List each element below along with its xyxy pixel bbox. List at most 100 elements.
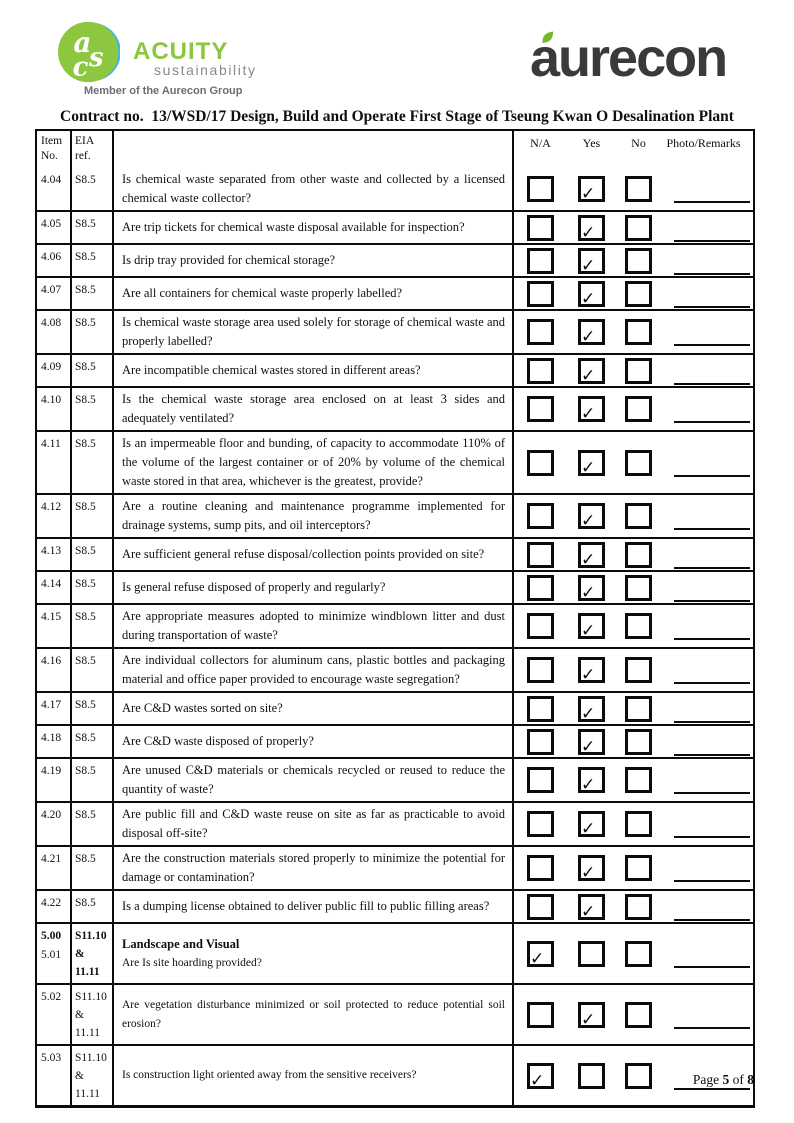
checkbox-yes[interactable]: ✓ [578, 214, 605, 243]
checkbox-yes[interactable]: ✓ [578, 280, 605, 309]
checkbox-no[interactable] [625, 940, 652, 967]
checkbox-na[interactable] [527, 767, 554, 793]
checkbox-na[interactable] [527, 449, 554, 476]
checkbox-yes[interactable]: ✓ [578, 811, 605, 839]
checkbox-na[interactable] [527, 811, 554, 837]
remarks-line[interactable] [674, 344, 750, 346]
checkbox-no[interactable] [625, 357, 652, 384]
remarks-line[interactable] [674, 272, 750, 275]
row-item-cell: 4.09 [37, 355, 70, 386]
checkbox-na[interactable] [527, 855, 554, 881]
checkbox-yes[interactable]: ✓ [578, 319, 605, 347]
checkbox-no[interactable] [625, 695, 652, 722]
checkbox-yes[interactable]: ✓ [578, 574, 605, 603]
check-mark: ✓ [581, 819, 596, 839]
checkbox-no[interactable] [625, 855, 652, 881]
remarks-line[interactable] [674, 239, 750, 242]
row-item-cell: 5.00 5.01 [37, 924, 70, 983]
checkbox-no[interactable] [625, 176, 652, 202]
checkbox-no[interactable] [625, 396, 652, 422]
checkbox-no[interactable] [625, 574, 652, 601]
remarks-line[interactable] [674, 305, 750, 308]
checkbox-yes[interactable]: ✓ [578, 449, 605, 478]
table-body: 4.04 S8.5 Is chemical waste separated fr… [37, 168, 753, 1105]
check-mark: ✓ [581, 703, 596, 724]
checkbox-yes[interactable]: ✓ [578, 503, 605, 531]
checkbox-na[interactable] [527, 176, 554, 202]
checkbox-na[interactable]: ✓ [527, 1062, 554, 1091]
checkbox-yes[interactable] [578, 940, 605, 967]
checkbox-no[interactable] [625, 247, 652, 274]
checkbox-no[interactable] [625, 541, 652, 568]
checkbox-na[interactable] [527, 574, 554, 601]
remarks-line[interactable] [674, 836, 750, 838]
checkbox-no[interactable] [625, 280, 652, 307]
header-question [112, 131, 512, 168]
checkbox-na[interactable] [527, 1001, 554, 1028]
checkbox-yes[interactable]: ✓ [578, 695, 605, 724]
checkbox-na[interactable] [527, 503, 554, 529]
row-eia: S8.5 [70, 495, 112, 537]
checkbox-no[interactable] [625, 657, 652, 683]
remarks-line[interactable] [674, 421, 750, 423]
checkbox-no[interactable] [625, 893, 652, 920]
checkbox-na[interactable] [527, 728, 554, 755]
remarks-line[interactable] [674, 474, 750, 477]
checkbox-na[interactable] [527, 214, 554, 241]
remarks-line[interactable] [674, 965, 750, 968]
remarks-line[interactable] [674, 382, 750, 385]
remarks-line[interactable] [674, 682, 750, 684]
checkbox-na[interactable] [527, 280, 554, 307]
checkbox-na[interactable] [527, 657, 554, 683]
checkbox-na[interactable] [527, 357, 554, 384]
remarks-line[interactable] [674, 599, 750, 602]
checkbox-yes[interactable]: ✓ [578, 1001, 605, 1030]
checkbox-yes[interactable]: ✓ [578, 855, 605, 883]
remarks-line[interactable] [674, 918, 750, 921]
remarks-line[interactable] [674, 1026, 750, 1029]
checkbox-na[interactable] [527, 319, 554, 345]
checkbox-na[interactable]: ✓ [527, 940, 554, 969]
checkbox-no[interactable] [625, 613, 652, 639]
checkbox-na[interactable] [527, 695, 554, 722]
checkbox-no[interactable] [625, 214, 652, 241]
checkbox-yes[interactable] [578, 1062, 605, 1089]
remarks-line[interactable] [674, 792, 750, 794]
checkbox-no[interactable] [625, 1062, 652, 1089]
checkbox-yes[interactable]: ✓ [578, 357, 605, 386]
checkbox-yes[interactable]: ✓ [578, 728, 605, 757]
remarks-line[interactable] [674, 753, 750, 756]
checkbox-no[interactable] [625, 319, 652, 345]
checkbox-na[interactable] [527, 247, 554, 274]
checkbox-no[interactable] [625, 767, 652, 793]
checkbox-no[interactable] [625, 449, 652, 476]
remarks-line[interactable] [674, 566, 750, 569]
checkbox-yes[interactable]: ✓ [578, 893, 605, 922]
checkbox-yes[interactable]: ✓ [578, 767, 605, 795]
row-item-cell: 5.02 [37, 985, 70, 1044]
remarks-line[interactable] [674, 201, 750, 203]
checkbox-yes[interactable]: ✓ [578, 541, 605, 570]
checkbox-yes[interactable]: ✓ [578, 247, 605, 276]
checkbox-yes[interactable]: ✓ [578, 176, 605, 204]
checkbox-yes[interactable]: ✓ [578, 396, 605, 424]
checkbox-yes[interactable]: ✓ [578, 613, 605, 641]
remarks-line[interactable] [674, 528, 750, 530]
remarks-line[interactable] [674, 1087, 750, 1090]
checkbox-na[interactable] [527, 541, 554, 568]
remarks-line[interactable] [674, 638, 750, 640]
checkbox-no[interactable] [625, 1001, 652, 1028]
check-mark: ✓ [581, 222, 596, 243]
checkbox-no[interactable] [625, 503, 652, 529]
remarks-line[interactable] [674, 720, 750, 723]
checkbox-na[interactable] [527, 893, 554, 920]
checkbox-no[interactable] [625, 728, 652, 755]
checkbox-na[interactable] [527, 613, 554, 639]
checkbox-yes[interactable]: ✓ [578, 657, 605, 685]
table-row: 5.02 S11.10 & 11.11 Are vegetation distu… [37, 983, 753, 1044]
checkbox-na[interactable] [527, 396, 554, 422]
svg-text:a: a [74, 27, 92, 59]
remarks-line[interactable] [674, 880, 750, 882]
checkbox-no[interactable] [625, 811, 652, 837]
